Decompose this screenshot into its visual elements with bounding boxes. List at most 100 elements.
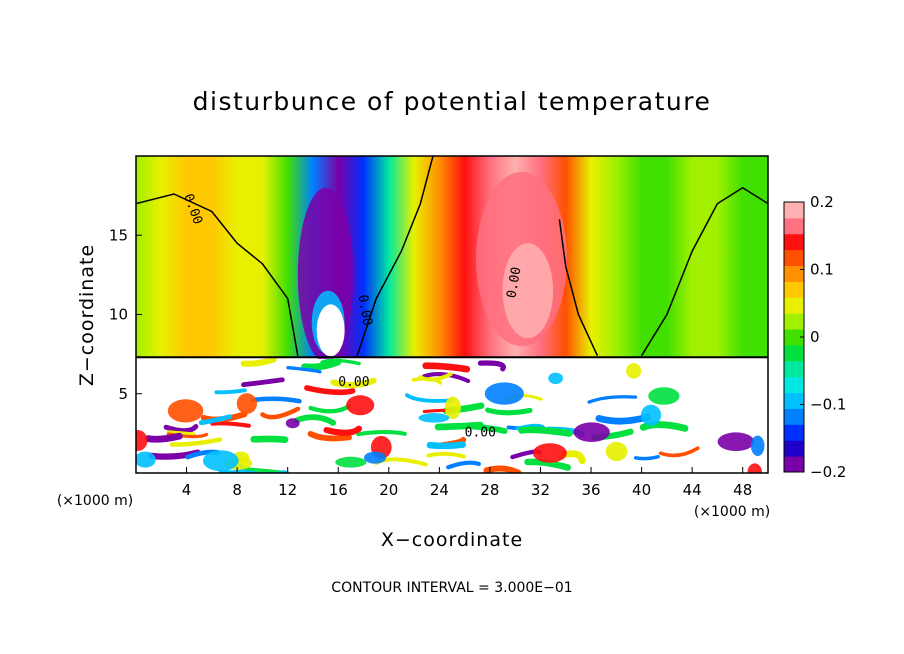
chart-title: disturbunce of potential temperature (193, 87, 712, 116)
x-tick-label: 28 (480, 481, 499, 499)
contour-label: 0.00 (355, 294, 375, 327)
turbulent-eddy (626, 363, 642, 379)
turbulent-streak (214, 388, 247, 395)
colorbar-swatch (784, 329, 804, 346)
contour-line (640, 186, 768, 357)
turbulent-eddy (484, 382, 524, 405)
turbulent-streak (250, 435, 289, 444)
colorbar-swatch (784, 424, 804, 441)
colorbar-swatch (784, 265, 804, 282)
turbulent-streak (330, 377, 377, 389)
turbulent-eddy (136, 451, 156, 468)
colorbar-swatch (784, 456, 804, 473)
turbulent-eddy (363, 451, 387, 464)
turbulent-streak (418, 372, 453, 382)
turbulent-eddy (202, 450, 239, 472)
x-tick-label: 48 (733, 481, 752, 499)
colorbar-tick-label: 0.2 (810, 193, 834, 211)
contour-line (558, 219, 599, 357)
x-unit-right: (×1000 m) (694, 504, 770, 520)
x-tick-label: 8 (232, 481, 242, 499)
contour-lines (136, 156, 768, 357)
turbulent-streak (166, 430, 196, 437)
colorbar-swatch (784, 440, 804, 457)
plume-core (316, 304, 345, 357)
colorbar-swatch (784, 281, 804, 298)
turbulent-eddy (747, 463, 763, 473)
colorbar-swatch (784, 217, 804, 235)
turbulent-eddy (640, 404, 662, 426)
colorbar-tick-label: −0.2 (810, 463, 846, 481)
turbulent-streak (301, 358, 342, 371)
turbulent-eddy (346, 395, 375, 416)
lower-turbulent-layer (136, 356, 768, 473)
turbulent-streak (163, 424, 199, 434)
turbulent-streak (422, 372, 471, 384)
turbulent-streak (198, 414, 233, 426)
turbulent-streak (633, 454, 660, 461)
turbulent-streak (524, 458, 571, 471)
colorbar-tick-label: −0.1 (810, 396, 846, 414)
y-tick-label: 5 (118, 385, 128, 403)
y-ticks: 5 10 15 (109, 226, 142, 403)
turbulent-streak (356, 430, 407, 437)
plot-area (136, 156, 768, 473)
colorbar-swatch (784, 344, 804, 362)
turbulent-streak (304, 385, 356, 396)
turbulent-streak (426, 451, 467, 459)
turbulent-streak (518, 426, 573, 437)
turbulent-eddy (648, 387, 680, 405)
turbulent-streak (260, 406, 301, 420)
x-tick-label: 40 (632, 481, 651, 499)
turbulent-eddy (717, 432, 755, 452)
contour-line (136, 193, 299, 356)
turbulent-streak (422, 362, 471, 373)
turbulent-eddy (573, 422, 610, 442)
colorbar-swatch (784, 297, 804, 314)
turbulent-eddy (444, 396, 461, 420)
turbulent-streak (483, 465, 522, 473)
turbulent-streak (658, 446, 700, 458)
x-unit-left: (×1000 m) (57, 493, 133, 509)
turbulent-eddy (605, 441, 628, 462)
turbulent-streak (144, 432, 183, 443)
turbulent-streak (320, 358, 361, 366)
contour-line (356, 156, 434, 356)
turbulent-streak (466, 423, 508, 434)
x-ticks: 4 8 12 16 20 24 28 32 36 40 44 48 (182, 467, 752, 499)
contour-label: 0.00 (338, 375, 369, 390)
colorbar-swatch (784, 360, 804, 378)
contour-label: 0.00 (465, 426, 496, 441)
y-tick-label: 10 (109, 306, 128, 324)
turbulent-eddy (236, 393, 257, 414)
upper-field (136, 156, 768, 358)
turbulent-eddy (167, 399, 204, 423)
x-tick-label: 32 (531, 481, 550, 499)
x-tick-label: 36 (581, 481, 600, 499)
turbulent-streak (249, 396, 302, 404)
turbulent-streak (405, 393, 453, 403)
turbulent-streak (426, 441, 466, 450)
turbulent-streak (639, 421, 689, 432)
x-tick-label: 24 (430, 481, 449, 499)
x-tick-label: 12 (278, 481, 297, 499)
colorbar-swatch (784, 249, 804, 267)
turbulent-eddy (532, 443, 567, 463)
x-tick-label: 20 (379, 481, 398, 499)
y-tick-label: 15 (109, 226, 128, 244)
x-tick-label: 4 (182, 481, 192, 499)
colorbar-swatch (784, 408, 804, 425)
turbulent-streak (485, 407, 533, 416)
colorbar-tick-label: 0.1 (810, 261, 834, 279)
colorbar-tick-label: 0 (810, 328, 820, 346)
colorbar-swatch (784, 313, 804, 330)
turbulent-eddy (335, 456, 367, 468)
turbulent-eddy (750, 435, 765, 457)
turbulent-streak (587, 395, 638, 404)
turbulent-eddy (136, 429, 148, 452)
turbulent-streak (293, 414, 337, 426)
y-axis-label: Z−coordinate (76, 244, 98, 386)
x-axis-label: X−coordinate (381, 529, 523, 551)
colorbar-swatch (784, 233, 804, 251)
